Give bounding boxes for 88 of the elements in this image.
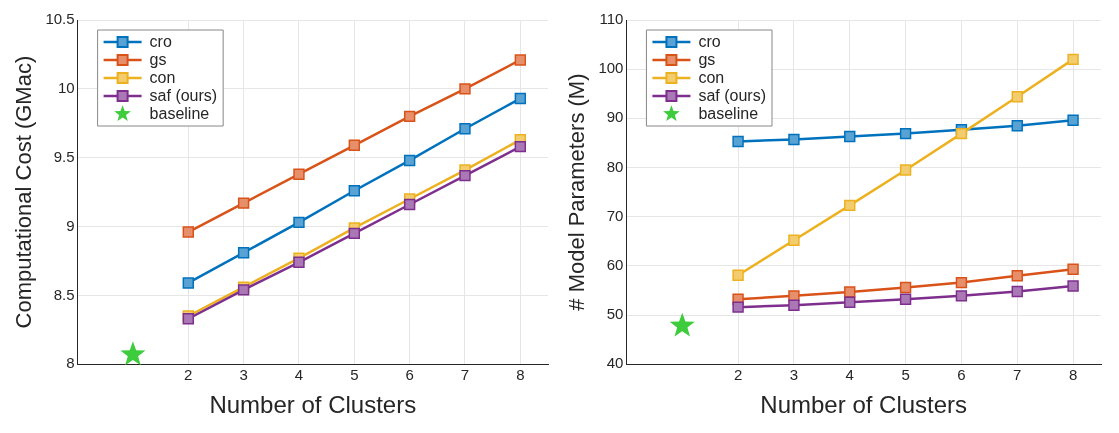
point: [403, 198, 416, 211]
legend-label: saf (ours): [149, 87, 218, 105]
point: [955, 276, 968, 289]
legend-label: gs: [698, 51, 716, 69]
point: [293, 168, 305, 180]
point: [182, 277, 194, 289]
point: [1067, 53, 1079, 66]
legend-label: baseline: [698, 105, 759, 123]
x-tick-label: 4: [294, 366, 304, 384]
y-tick-label: 9: [66, 216, 75, 234]
x-tick-label: 8: [1068, 366, 1078, 384]
x-tick-label: 2: [184, 366, 193, 384]
legend-label: con: [149, 69, 176, 87]
x-tick-label: 7: [460, 366, 470, 384]
legend-label: baseline: [149, 105, 210, 123]
y-tick-label: 60: [606, 256, 624, 273]
point: [788, 299, 800, 311]
x-tick-label: 8: [516, 366, 525, 384]
point: [1011, 285, 1023, 298]
point: [237, 197, 250, 209]
point: [899, 164, 912, 176]
y-tick-label: 90: [606, 108, 624, 126]
y-axis-title: Computational Cost (GMac): [11, 55, 37, 329]
point: [899, 293, 912, 305]
point: [844, 130, 856, 143]
point: [788, 234, 800, 246]
point: [293, 216, 305, 229]
point: [459, 83, 471, 95]
y-tick-label: 50: [606, 305, 624, 323]
point: [732, 135, 744, 148]
x-tick-label: 6: [405, 366, 414, 384]
legend-label: cro: [149, 33, 172, 51]
y-tick-label: 10.5: [45, 10, 75, 28]
point: [403, 110, 416, 123]
point: [1011, 91, 1023, 103]
x-tick-label: 3: [789, 366, 799, 384]
point: [459, 123, 471, 135]
legend-label: cro: [698, 33, 721, 51]
y-tick-label: 8: [66, 354, 75, 372]
y-tick-label: 40: [606, 354, 624, 372]
point: [669, 312, 695, 337]
point: [1067, 263, 1079, 275]
x-tick-label: 6: [957, 366, 966, 384]
point: [348, 185, 360, 197]
legend-label: con: [698, 69, 725, 87]
y-tick-label: 80: [606, 157, 624, 175]
point: [732, 269, 744, 281]
y-tick-label: 9.5: [53, 147, 75, 165]
point: [348, 227, 360, 240]
point: [348, 139, 360, 151]
point: [514, 54, 527, 66]
point: [1067, 280, 1079, 292]
x-tick-label: 5: [901, 366, 910, 384]
point: [955, 290, 968, 302]
point: [1067, 114, 1079, 127]
y-tick-label: 110: [599, 10, 624, 28]
point: [459, 169, 471, 182]
x-tick-label: 2: [733, 366, 743, 384]
point: [182, 226, 194, 238]
point: [514, 140, 527, 153]
x-tick-label: 7: [1013, 366, 1022, 384]
point: [237, 246, 250, 259]
y-axis-title: # Model Parameters (M): [564, 73, 590, 311]
point: [844, 199, 856, 212]
y-tick-label: 8.5: [53, 285, 75, 303]
y-tick-label: 70: [606, 206, 624, 224]
y-tick-label: 100: [598, 59, 624, 77]
legend-label: gs: [149, 51, 167, 69]
point: [732, 301, 744, 313]
point: [1011, 269, 1023, 282]
x-tick-label: 4: [845, 366, 854, 384]
x-tick-label: 3: [239, 366, 248, 384]
point: [844, 296, 856, 308]
point: [788, 133, 800, 146]
point: [293, 256, 305, 269]
point: [403, 154, 416, 167]
y-tick-label: 10: [57, 78, 75, 96]
x-tick-label: 5: [350, 366, 359, 384]
point: [955, 127, 968, 140]
x-axis-title: Number of Clusters: [209, 391, 417, 419]
point: [120, 341, 146, 366]
point: [514, 92, 527, 105]
point: [899, 127, 912, 140]
point: [1011, 120, 1023, 132]
point: [899, 281, 912, 294]
legend-label: saf (ours): [698, 87, 767, 105]
x-axis-title: Number of Clusters: [760, 391, 968, 419]
point: [844, 286, 856, 298]
